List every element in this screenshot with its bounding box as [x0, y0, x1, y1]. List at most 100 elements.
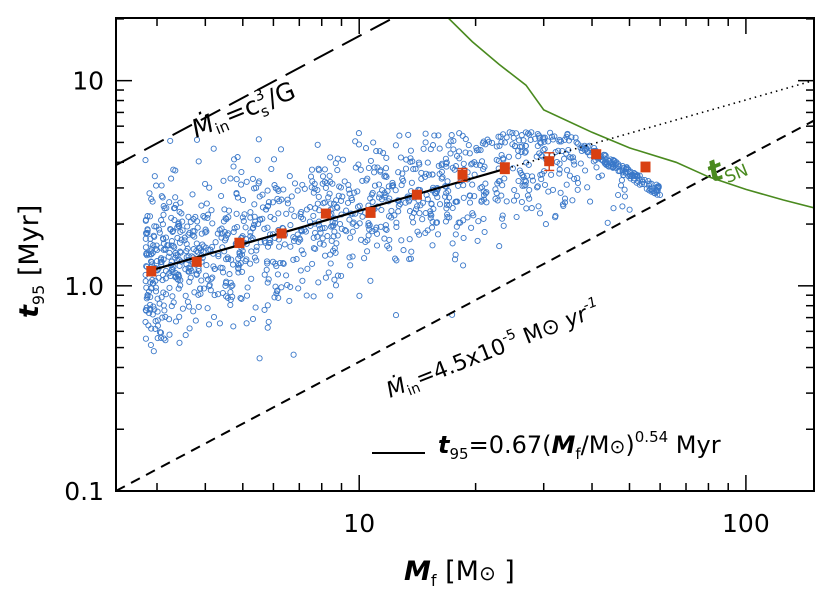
scatter-point — [239, 247, 246, 254]
scatter-point — [291, 213, 298, 220]
scatter-point — [174, 234, 181, 241]
fit-line — [151, 167, 507, 272]
scatter-point — [518, 132, 525, 139]
scatter-point — [142, 335, 149, 342]
scatter-point — [349, 220, 356, 227]
scatter-point — [550, 136, 557, 143]
scatter-point — [218, 192, 225, 200]
scatter-point — [185, 264, 192, 271]
scatter-point — [339, 156, 347, 163]
scatter-point — [367, 277, 374, 284]
scatter-point — [142, 157, 149, 164]
scatter-point — [393, 257, 400, 264]
scatter-point — [345, 186, 352, 193]
scatter-point — [322, 274, 329, 281]
scatter-point — [346, 190, 353, 197]
scatter-point — [235, 269, 242, 276]
scatter-point — [519, 182, 526, 189]
scatter-point — [231, 225, 238, 232]
scatter-point — [392, 312, 400, 319]
scatter-point — [435, 162, 442, 169]
scatter-point — [300, 250, 307, 258]
scatter-point — [533, 153, 540, 160]
scatter-point — [319, 180, 326, 187]
scatter-point — [210, 263, 217, 270]
scatter-point — [505, 153, 512, 160]
scatter-point — [585, 148, 592, 155]
scatter-point — [193, 136, 201, 143]
scatter-point — [369, 189, 376, 196]
scatter-point — [244, 284, 251, 291]
scatter-point — [314, 200, 321, 207]
scatter-point — [606, 157, 613, 164]
scatter-point — [275, 210, 282, 217]
scatter-point — [281, 241, 288, 248]
scatter-point — [255, 136, 262, 143]
scatter-point — [385, 183, 392, 190]
scatter-point — [233, 190, 240, 198]
scatter-point — [143, 252, 150, 259]
scatter-point — [264, 224, 271, 231]
scatter-point — [349, 253, 356, 260]
scatter-point — [381, 173, 388, 180]
scatter-point — [521, 177, 528, 184]
scatter-point — [568, 134, 575, 141]
scatter-point — [150, 242, 157, 249]
scatter-point — [264, 243, 272, 250]
plot-frame — [115, 17, 815, 492]
scatter-point — [333, 240, 340, 247]
scatter-point — [202, 229, 209, 236]
scatter-point — [564, 130, 571, 137]
scatter-point — [407, 255, 414, 262]
scatter-point — [369, 198, 376, 205]
y-tick-label: 0.1 — [64, 477, 104, 506]
scatter-point — [189, 228, 196, 235]
scatter-point — [436, 201, 444, 208]
scatter-point — [160, 335, 168, 342]
scatter-point — [203, 228, 210, 235]
scatter-point — [402, 199, 409, 206]
scatter-point — [219, 264, 226, 272]
scatter-point — [255, 220, 262, 227]
scatter-point — [279, 259, 287, 267]
scatter-point — [264, 302, 271, 309]
scatter-point — [265, 318, 272, 325]
scatter-point — [142, 306, 149, 314]
scatter-point — [482, 180, 489, 187]
scatter-point — [287, 222, 294, 229]
scatter-point — [151, 173, 158, 180]
scatter-point — [146, 213, 154, 220]
scatter-point — [147, 341, 154, 349]
scatter-point — [398, 182, 405, 189]
scatter-point — [159, 314, 166, 321]
scatter-point — [499, 212, 506, 219]
scatter-point — [152, 288, 160, 295]
scatter-point — [264, 260, 271, 267]
scatter-point — [175, 219, 182, 226]
scatter-point — [144, 229, 151, 236]
scatter-point — [428, 224, 436, 231]
scatter-point — [331, 276, 338, 283]
scatter-point — [524, 172, 531, 179]
scatter-point — [298, 247, 305, 254]
scatter-point — [220, 177, 227, 184]
scatter-point — [142, 278, 149, 285]
scatter-point — [569, 197, 576, 204]
scatter-point — [320, 241, 327, 248]
scatter-point — [218, 225, 225, 232]
scatter-point — [433, 190, 440, 197]
scatter-point — [595, 174, 602, 181]
scatter-point — [243, 256, 250, 263]
scatter-point — [376, 148, 383, 155]
scatter-point — [251, 221, 258, 228]
scatter-point — [511, 186, 518, 194]
scatter-point — [556, 160, 563, 167]
scatter-point — [492, 186, 499, 193]
scatter-point — [242, 224, 249, 231]
scatter-point — [545, 188, 552, 195]
scatter-point — [200, 285, 208, 292]
scatter-point — [464, 214, 471, 221]
scatter-point — [571, 175, 578, 182]
scatter-point — [473, 144, 480, 151]
scatter-point — [496, 142, 503, 149]
